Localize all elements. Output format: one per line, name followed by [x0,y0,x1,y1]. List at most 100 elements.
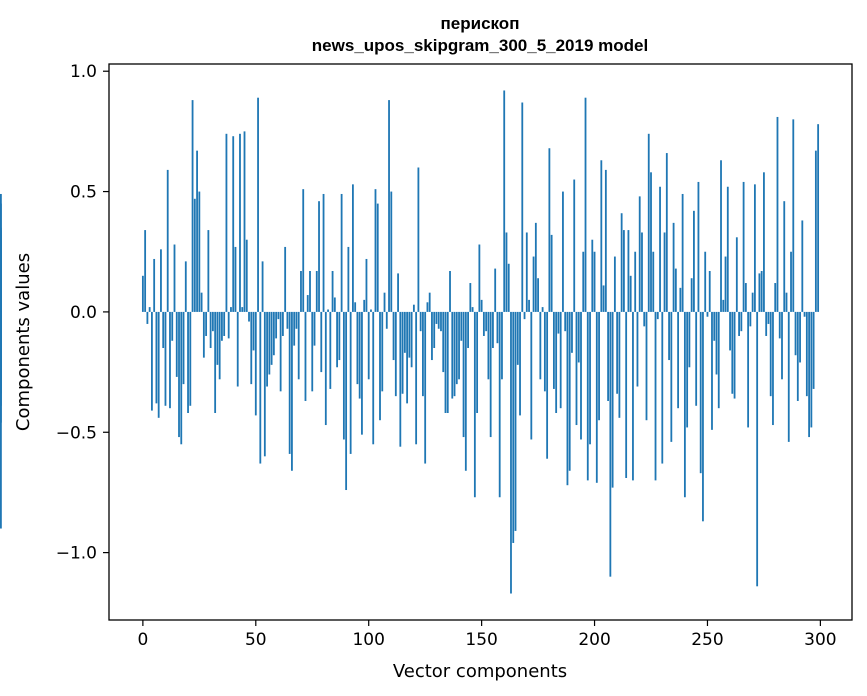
bar-275 [763,172,765,312]
bar-256 [720,160,722,312]
bar-141 [460,311,463,341]
bar-138 [453,311,456,397]
bar-172 [530,311,533,440]
bar-120 [412,304,415,312]
bar-296 [810,311,813,428]
bar-44 [241,307,244,312]
x-tick-label: 50 [245,630,267,650]
bar-143 [464,311,467,471]
bar-152 [485,311,488,332]
bar-228 [656,311,659,320]
bar-48 [250,311,253,385]
bar-250 [706,311,709,317]
bar-147 [473,311,476,498]
bar-132 [440,311,442,332]
bar-182 [552,311,555,389]
bar-10 [164,311,167,406]
bar-127 [428,292,431,312]
bar-137 [451,311,454,399]
bar-157 [496,311,499,344]
bar-239 [681,193,684,312]
bar-78 [318,201,320,312]
bar-37 [225,133,228,312]
bar-126 [426,302,429,312]
bar-22 [191,100,194,312]
bar-106 [381,311,384,392]
bar-292 [801,220,804,312]
bar-203 [600,160,603,312]
bar-13 [171,311,174,341]
bar-243 [690,278,693,312]
bar-263 [735,237,738,312]
bar-97 [361,311,363,435]
bar-136 [449,271,451,312]
bar-272 [756,311,759,587]
bar-89 [342,311,345,440]
bar-270 [751,292,754,312]
bar-55 [266,311,268,387]
bar-7 [157,311,160,418]
bar-49 [252,311,255,351]
x-tick-label: 0 [137,630,148,650]
bar-180 [548,148,551,312]
bar-214 [625,311,628,478]
x-axis-label: Vector components [393,661,567,682]
bar-242 [688,311,691,368]
bar-35 [221,311,223,341]
bar-229 [659,186,661,312]
bar-248 [702,311,704,522]
bar-235 [672,222,675,312]
bar-279 [772,311,774,426]
bar-211 [618,311,621,418]
bar-123 [419,311,422,332]
bar-75 [311,311,314,392]
bar-291 [799,311,801,363]
bar-259 [726,186,729,312]
bar-98 [363,299,366,312]
bar-254 [715,311,718,375]
bar-6 [155,311,158,404]
bar-undefined [0,234,2,312]
bar-12 [169,311,171,409]
bar-32 [214,311,217,413]
bar-278 [769,311,772,397]
bar-170 [525,232,528,312]
bar-27 [202,311,205,358]
bar-0 [141,275,144,312]
bar-217 [632,311,634,481]
bar-164 [512,311,515,543]
bar-146 [471,307,474,312]
bar-222 [643,311,646,327]
bar-282 [778,311,781,339]
x-tick-label: 250 [691,630,723,650]
bar-281 [776,116,779,312]
bar-72 [304,311,307,401]
bar-205 [604,169,607,312]
bar-64 [286,311,289,329]
bar-209 [613,256,616,312]
bar-260 [729,311,731,351]
bar-56 [268,311,271,375]
bar-25 [198,191,201,312]
bar-183 [555,311,558,413]
bar-167 [519,311,521,416]
bar-186 [562,191,564,312]
bar-284 [783,201,786,312]
bar-77 [315,271,318,312]
bar-124 [422,311,424,397]
bar-223 [645,311,648,421]
bar-133 [442,311,445,373]
bar-73 [306,295,309,312]
bar-175 [537,278,539,312]
bar-42 [236,311,239,387]
bar-159 [501,311,503,380]
bar-244 [693,210,695,312]
bar-116 [403,311,406,353]
bar-289 [794,311,797,356]
bar-197 [586,311,589,481]
bar-47 [248,311,250,322]
bar-188 [566,311,569,486]
bar-100 [367,311,370,380]
bar-15 [175,311,178,377]
bar-17 [180,311,183,445]
